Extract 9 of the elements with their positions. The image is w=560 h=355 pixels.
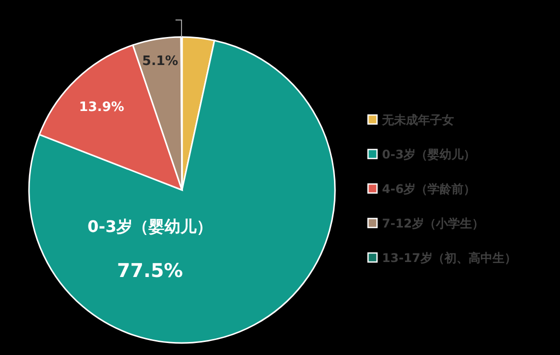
data-label: 77.5% — [117, 260, 183, 282]
legend-label: 4-6岁（学龄前） — [382, 182, 476, 196]
legend-label: 0-3岁（婴幼儿） — [382, 148, 476, 162]
legend-label: 无未成年子女 — [381, 113, 454, 127]
text: 0-3岁（婴幼儿） — [88, 217, 212, 236]
legend-label: 13-17岁（初、高中生） — [382, 251, 516, 265]
data-label: 5.1% — [142, 54, 178, 70]
data-label: 13.9% — [79, 100, 124, 115]
legend-label: 7-12岁（小学生） — [382, 216, 484, 230]
